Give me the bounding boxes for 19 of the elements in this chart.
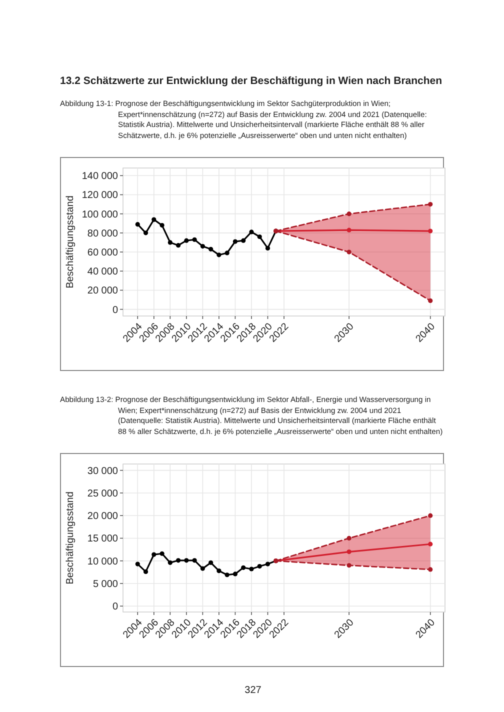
y-tick-label: 20 000 [87, 511, 118, 522]
y-tick-label: 40 000 [87, 266, 118, 278]
y-tick-label: 0 [112, 304, 118, 316]
y-tick-label: 60 000 [87, 248, 118, 259]
y-tick-label: 25 000 [87, 488, 118, 500]
y-axis-title: Beschäftigungsstand [65, 492, 76, 584]
y-axis-title: Beschäftigungsstand [65, 196, 76, 288]
y-tick-label: 10 000 [87, 556, 118, 568]
y-tick-label: 15 000 [87, 534, 118, 545]
y-tick-label: 20 000 [87, 286, 118, 297]
y-tick-label: 140 000 [82, 171, 118, 182]
text: 13.2 Schätzwerte zur Entwicklung der Beschäftigung in Wien nach Branchen [60, 75, 444, 87]
y-tick-label: 100 000 [82, 209, 118, 220]
y-tick-label: 5 000 [92, 578, 118, 590]
y-tick-label: 30 000 [87, 466, 118, 477]
y-tick-label: 80 000 [87, 228, 118, 240]
y-tick-label: 0 [112, 602, 118, 613]
text: 327 [244, 685, 262, 696]
y-tick-label: 120 000 [82, 190, 118, 202]
